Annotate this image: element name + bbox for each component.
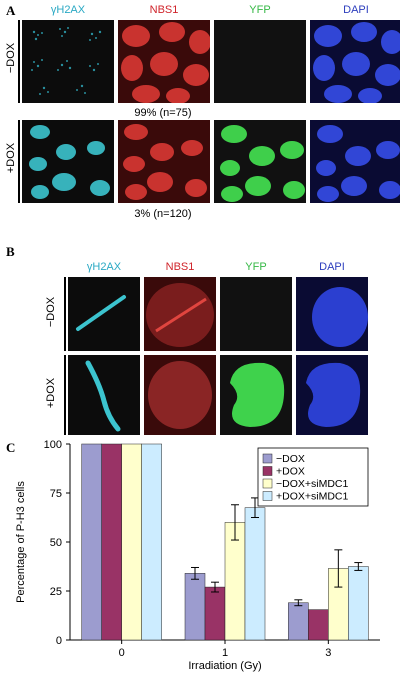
panel-a-row2-stat: 3% (n=120) [134, 208, 192, 220]
panel-a-plusdox-nbs1-image [118, 120, 210, 203]
y-tick-label: 100 [44, 440, 62, 451]
panel-b-row1-label: −DOX [45, 296, 57, 328]
panel-a-channel-dapi: DAPI [343, 4, 369, 16]
panel-b-plusdox-gammah2ax-image [68, 355, 140, 435]
legend: −DOX+DOX−DOX+siMDC1+DOX+siMDC1 [257, 447, 369, 507]
legend-label-1: +DOX [276, 466, 305, 478]
panel-b-row2-label: +DOX [45, 377, 57, 409]
panel-a-channel-yfp: YFP [249, 4, 271, 16]
panel-a-label: A [6, 3, 16, 18]
bar-1-0 [184, 573, 206, 641]
panel-a-plusdox-gammah2ax-image [22, 120, 114, 203]
legend-label-3: +DOX+siMDC1 [276, 491, 349, 503]
legend-swatch-0 [262, 453, 273, 464]
panel-c-label: C [6, 440, 16, 455]
x-tick-label: 1 [222, 647, 228, 659]
panel-b-label: B [6, 244, 15, 259]
bar-0-0 [81, 443, 102, 641]
panel-b-channel-gammah2ax: γH2AX [86, 261, 122, 273]
panel-b-plusdox-dapi-image [296, 355, 368, 435]
panel-a-row2-label: +DOX [5, 142, 17, 174]
y-tick-label: 0 [56, 635, 62, 647]
x-axis-label: Irradiation (Gy) [188, 660, 261, 672]
panel-a-plusdox-yfp-image [214, 120, 306, 203]
legend-swatch-1 [262, 466, 273, 476]
panel-a-minusdox-gammah2ax-image [22, 20, 114, 103]
panel-a-row1-label: −DOX [5, 42, 17, 74]
y-tick-label: 75 [50, 488, 62, 500]
bar-0-1 [101, 443, 122, 641]
panel-b-channel-dapi: DAPI [319, 261, 345, 273]
bar-0-2 [121, 443, 142, 641]
y-tick-label: 25 [50, 586, 62, 598]
panel-b-minusdox-yfp-image [220, 277, 292, 351]
legend-label-0: −DOX [276, 453, 305, 465]
y-axis-label: Percentage of P-H3 cells [15, 481, 27, 603]
bar-0-3 [141, 443, 162, 641]
x-tick-label: 3 [325, 647, 331, 659]
panel-b-minusdox-gammah2ax-image [68, 277, 140, 351]
panel-a-row1-bracket [18, 20, 20, 103]
panel-a-minusdox-yfp-image [214, 20, 306, 103]
x-tick-label: 0 [119, 647, 125, 659]
legend-box [257, 447, 369, 507]
panel-b-row1-bracket [64, 277, 66, 351]
panel-b-plusdox-yfp-image [220, 355, 292, 435]
panel-a-minusdox-dapi-image [310, 20, 400, 103]
panel-b-plusdox-nbs1-image [144, 355, 216, 435]
legend-swatch-3 [262, 491, 273, 501]
bar-1-1 [204, 586, 226, 641]
panel-b-minusdox-dapi-image [296, 277, 368, 351]
legend-swatch-2 [262, 478, 273, 489]
panel-b-channel-nbs1: NBS1 [165, 261, 195, 273]
bar-2-3 [348, 566, 369, 641]
panel-b-row2-bracket [64, 355, 66, 435]
panel-a-minusdox-nbs1-image [118, 20, 210, 103]
bar-2-1 [308, 609, 329, 641]
panel-a-row2-bracket [18, 120, 20, 203]
bar-2-0 [288, 602, 309, 641]
panel-a-row1-stat: 99% (n=75) [134, 107, 192, 119]
legend-label-2: −DOX+siMDC1 [276, 478, 349, 490]
bar-1-3 [244, 507, 266, 641]
panel-b-minusdox-nbs1-image [144, 277, 216, 351]
panel-a-channel-gammah2ax: γH2AX [50, 4, 86, 16]
panel-a-plusdox-dapi-image [310, 120, 400, 203]
panel-b-channel-yfp: YFP [245, 261, 267, 273]
panel-a-channel-nbs1: NBS1 [149, 4, 179, 16]
y-tick-label: 50 [50, 537, 62, 549]
